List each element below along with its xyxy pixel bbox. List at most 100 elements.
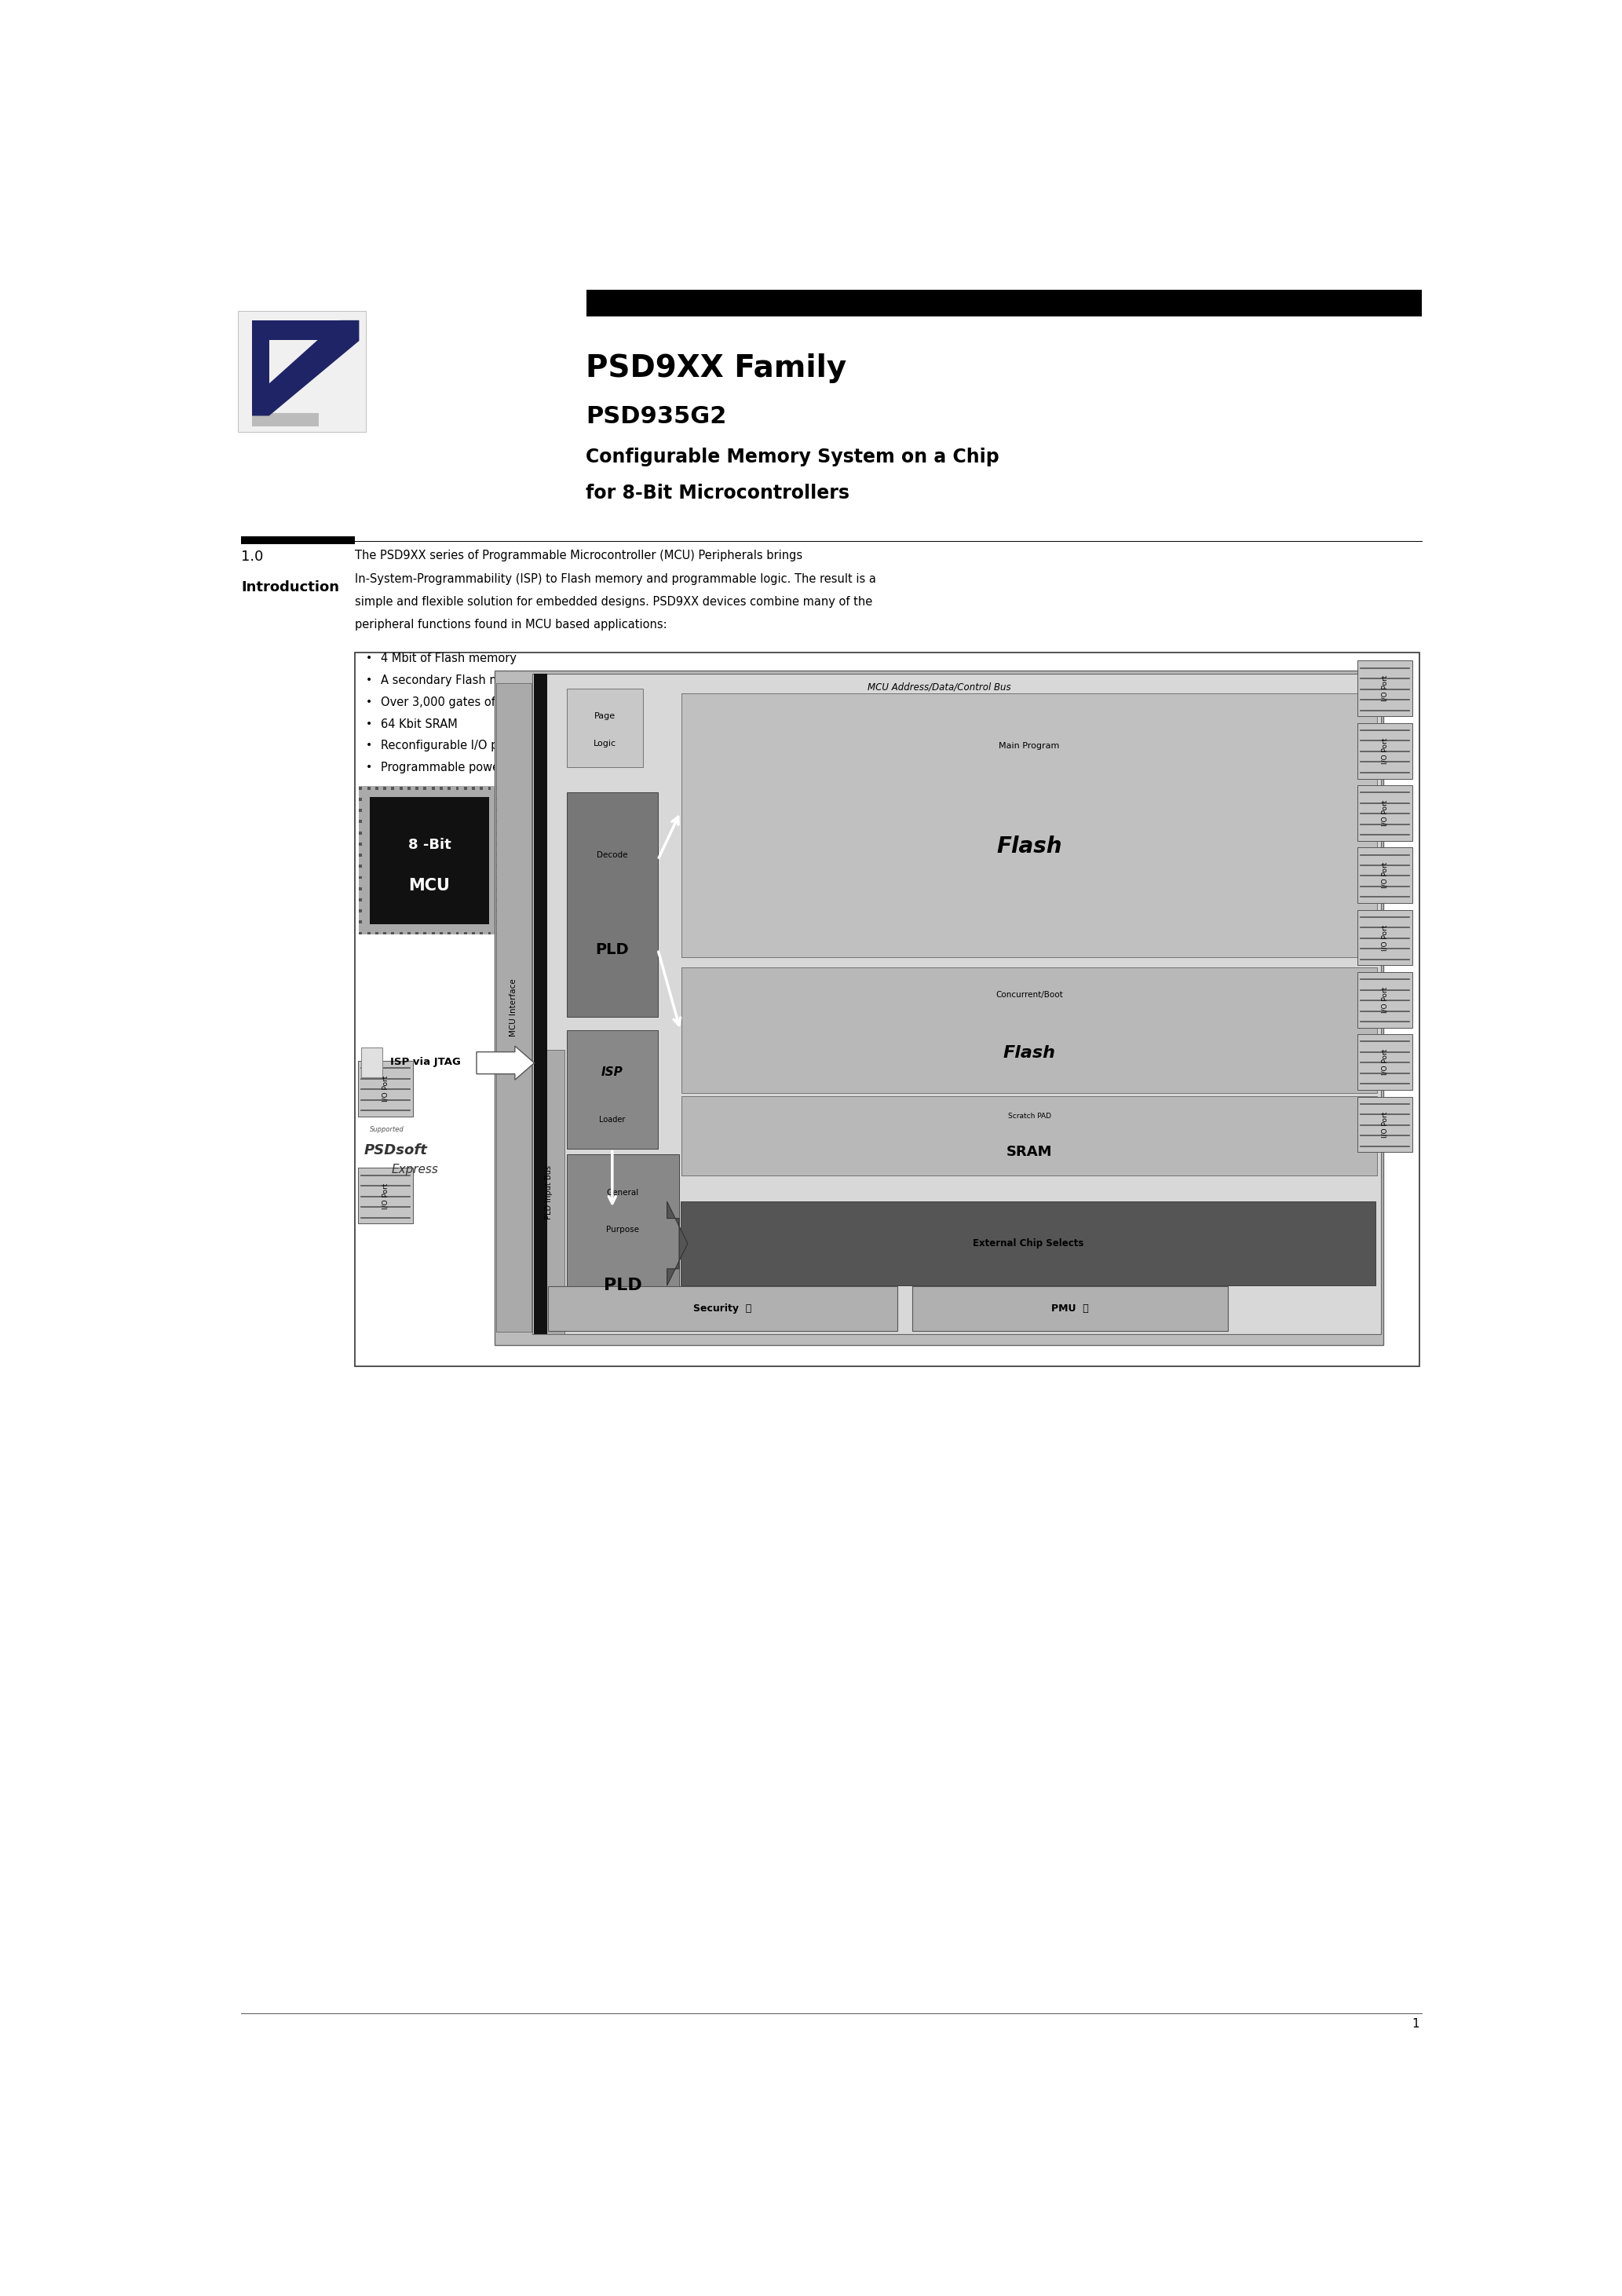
Bar	[496, 932, 500, 934]
Text: PLD: PLD	[595, 941, 629, 957]
Bar	[383, 788, 386, 790]
Bar	[358, 1061, 412, 1116]
Bar	[358, 909, 362, 912]
Text: Loader: Loader	[599, 1116, 626, 1123]
Bar	[488, 932, 491, 934]
Text: 8 -Bit: 8 -Bit	[407, 838, 451, 852]
Text: Express: Express	[391, 1164, 438, 1176]
Bar	[358, 788, 362, 790]
Bar	[399, 788, 402, 790]
Text: peripheral functions found in MCU based applications:: peripheral functions found in MCU based …	[355, 620, 667, 631]
Bar	[913, 1286, 1228, 1332]
Bar	[566, 792, 659, 1017]
Bar	[251, 413, 320, 427]
Text: External Chip Selects: External Chip Selects	[973, 1238, 1083, 1249]
Bar	[464, 932, 467, 934]
Bar	[586, 289, 1421, 317]
Bar	[496, 932, 500, 934]
Bar	[415, 932, 418, 934]
Bar	[496, 898, 500, 902]
Text: A secondary Flash memory for boot or data: A secondary Flash memory for boot or dat…	[381, 675, 631, 687]
Text: •: •	[367, 739, 373, 751]
Bar	[358, 808, 362, 813]
Text: for 8-Bit Microcontrollers: for 8-Bit Microcontrollers	[586, 484, 850, 503]
Bar	[358, 1169, 412, 1224]
Bar	[496, 843, 500, 845]
Bar	[496, 866, 500, 868]
Text: I/O Port: I/O Port	[1382, 675, 1388, 703]
Text: PMU  🖴: PMU 🖴	[1051, 1304, 1088, 1313]
Bar	[407, 788, 410, 790]
Bar	[456, 788, 459, 790]
Bar	[472, 788, 475, 790]
Text: simple and flexible solution for embedded designs. PSD9XX devices combine many o: simple and flexible solution for embedde…	[355, 597, 873, 608]
Bar	[358, 797, 362, 801]
Bar	[423, 932, 427, 934]
Text: Scratch PAD: Scratch PAD	[1007, 1114, 1051, 1120]
Text: 64 Kbit SRAM: 64 Kbit SRAM	[381, 719, 457, 730]
Text: Page: Page	[594, 712, 615, 721]
Text: MCU Interface: MCU Interface	[509, 978, 517, 1035]
Text: I/O Port: I/O Port	[1382, 1111, 1388, 1137]
Bar	[1358, 971, 1413, 1029]
Bar	[358, 866, 362, 868]
Bar	[399, 932, 402, 934]
Bar	[358, 854, 362, 856]
Bar	[358, 932, 362, 934]
Text: Concurrent/Boot: Concurrent/Boot	[996, 992, 1062, 999]
Bar	[431, 932, 435, 934]
Bar	[358, 898, 362, 902]
Bar	[496, 788, 500, 790]
Text: •: •	[367, 696, 373, 707]
Text: Configurable Memory System on a Chip: Configurable Memory System on a Chip	[586, 448, 999, 466]
Text: Decode: Decode	[597, 852, 628, 859]
Bar	[355, 652, 1419, 1366]
Text: •: •	[367, 762, 373, 774]
Bar	[358, 820, 362, 824]
Text: General: General	[607, 1189, 639, 1196]
Bar	[681, 693, 1377, 957]
Text: Supported: Supported	[370, 1125, 404, 1134]
Bar	[534, 673, 547, 1334]
Bar	[440, 788, 443, 790]
Bar	[496, 877, 500, 879]
Bar	[370, 797, 488, 923]
Bar	[488, 788, 491, 790]
Text: Flash: Flash	[996, 836, 1062, 856]
Bar	[566, 1031, 659, 1150]
Text: Reconfigurable I/O ports: Reconfigurable I/O ports	[381, 739, 521, 751]
Bar	[391, 788, 394, 790]
Text: The PSD9XX series of Programmable Microcontroller (MCU) Peripherals brings: The PSD9XX series of Programmable Microc…	[355, 551, 803, 563]
Bar	[383, 932, 386, 934]
Text: I/O Port: I/O Port	[1382, 925, 1388, 951]
Bar	[496, 788, 500, 790]
Bar	[1358, 785, 1413, 840]
Text: I/O Port: I/O Port	[381, 1182, 389, 1210]
Bar	[375, 932, 378, 934]
Text: Flash: Flash	[1002, 1045, 1056, 1061]
Text: Security  🔒: Security 🔒	[694, 1304, 753, 1313]
Bar	[358, 788, 362, 790]
Bar	[431, 788, 435, 790]
Bar	[496, 909, 500, 912]
Bar	[1358, 661, 1413, 716]
Bar	[448, 788, 451, 790]
Bar	[496, 682, 532, 1332]
Bar	[358, 886, 362, 891]
Text: I/O Port: I/O Port	[1382, 737, 1388, 765]
Bar	[681, 1095, 1377, 1176]
Text: I/O Port: I/O Port	[1382, 863, 1388, 889]
Text: Main Program: Main Program	[999, 742, 1059, 751]
Bar	[362, 1047, 383, 1077]
Bar	[496, 820, 500, 824]
Bar	[423, 788, 427, 790]
Bar	[1358, 723, 1413, 778]
Bar	[456, 932, 459, 934]
Text: ISP: ISP	[602, 1065, 623, 1077]
Text: 1: 1	[1413, 2018, 1419, 2030]
Bar	[532, 673, 1382, 1334]
Bar	[1358, 1033, 1413, 1091]
Polygon shape	[477, 1047, 534, 1079]
Text: PSDsoft: PSDsoft	[363, 1143, 428, 1157]
Bar	[358, 831, 362, 833]
